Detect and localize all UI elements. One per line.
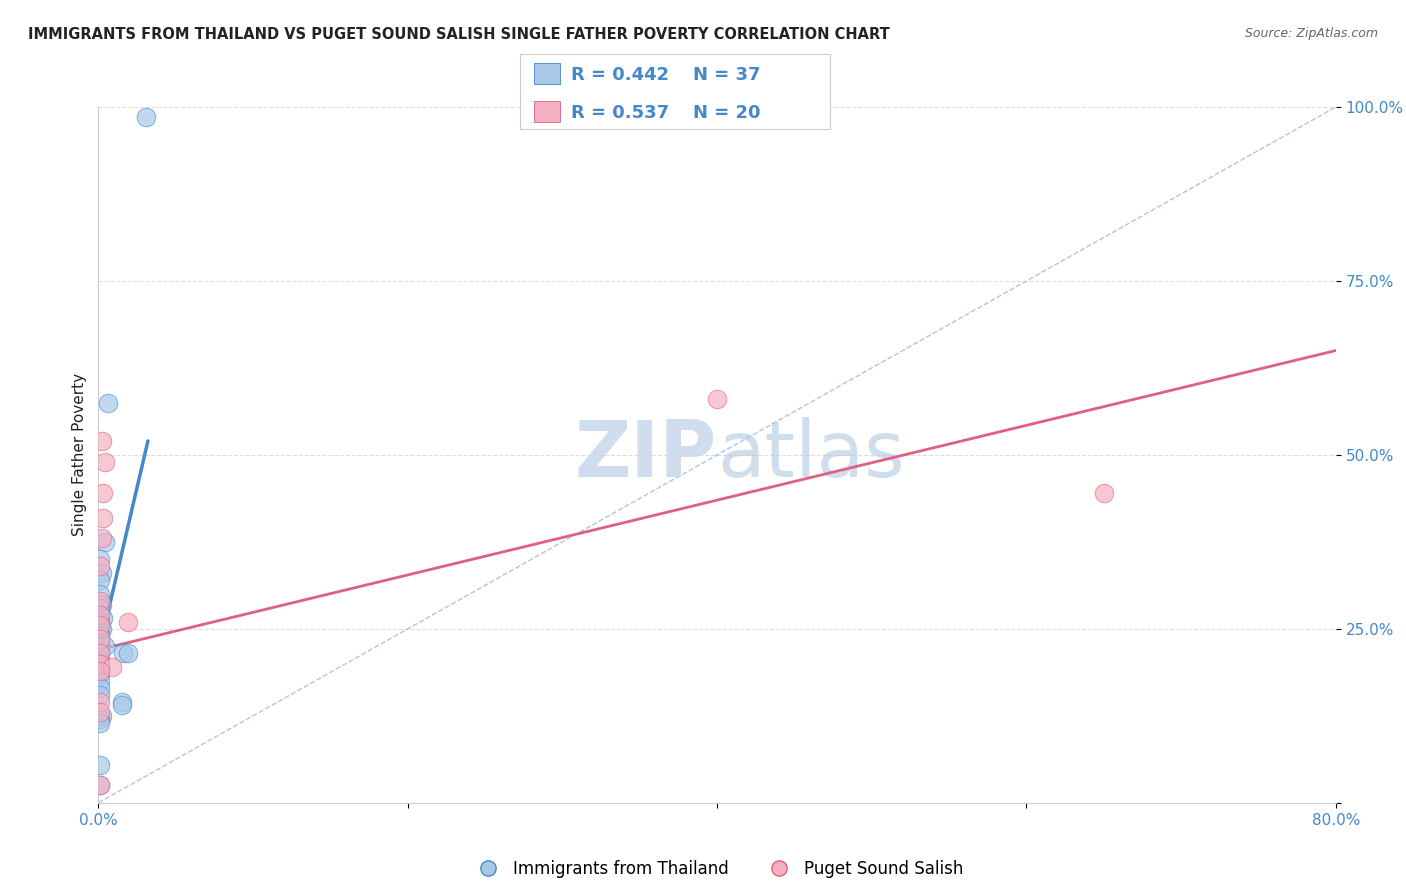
Point bbox=[89, 642, 111, 657]
Text: N = 37: N = 37 bbox=[693, 66, 761, 84]
Point bbox=[89, 594, 111, 608]
Point bbox=[89, 632, 111, 647]
Point bbox=[111, 698, 132, 713]
Point bbox=[93, 535, 115, 549]
Point bbox=[89, 607, 111, 622]
Point bbox=[89, 607, 111, 622]
Point bbox=[89, 660, 111, 674]
Point bbox=[89, 618, 111, 632]
Point bbox=[111, 695, 132, 709]
Point bbox=[89, 706, 111, 720]
Point bbox=[89, 639, 111, 653]
Point bbox=[89, 636, 111, 650]
Point bbox=[89, 667, 111, 681]
Point bbox=[89, 615, 111, 629]
Point bbox=[89, 625, 111, 640]
Point bbox=[93, 455, 115, 469]
Point bbox=[91, 510, 114, 524]
Point bbox=[90, 532, 112, 546]
Point bbox=[1092, 486, 1115, 500]
Point bbox=[89, 695, 111, 709]
Point bbox=[706, 392, 728, 407]
Point bbox=[117, 615, 139, 629]
Point bbox=[117, 646, 139, 660]
Point bbox=[89, 629, 111, 643]
Point bbox=[91, 611, 114, 625]
Point bbox=[89, 664, 111, 678]
Point bbox=[97, 396, 120, 410]
Point bbox=[93, 639, 115, 653]
Point bbox=[89, 653, 111, 667]
Point bbox=[101, 660, 124, 674]
Legend: Immigrants from Thailand, Puget Sound Salish: Immigrants from Thailand, Puget Sound Sa… bbox=[464, 854, 970, 885]
Point bbox=[89, 715, 111, 730]
Point bbox=[89, 712, 111, 726]
Point bbox=[89, 573, 111, 587]
Text: ZIP: ZIP bbox=[575, 417, 717, 493]
Point bbox=[89, 552, 111, 566]
Point bbox=[89, 646, 111, 660]
Point bbox=[89, 681, 111, 695]
Point bbox=[89, 778, 111, 792]
Point bbox=[91, 486, 114, 500]
Point bbox=[89, 757, 111, 772]
Point bbox=[89, 601, 111, 615]
Point bbox=[90, 598, 112, 612]
Text: atlas: atlas bbox=[717, 417, 904, 493]
Point bbox=[89, 664, 111, 678]
Text: Source: ZipAtlas.com: Source: ZipAtlas.com bbox=[1244, 27, 1378, 40]
Text: R = 0.442: R = 0.442 bbox=[571, 66, 669, 84]
Point bbox=[89, 688, 111, 702]
Y-axis label: Single Father Poverty: Single Father Poverty bbox=[72, 374, 87, 536]
Point bbox=[90, 708, 112, 723]
Point bbox=[90, 566, 112, 581]
Text: IMMIGRANTS FROM THAILAND VS PUGET SOUND SALISH SINGLE FATHER POVERTY CORRELATION: IMMIGRANTS FROM THAILAND VS PUGET SOUND … bbox=[28, 27, 890, 42]
Point bbox=[112, 646, 135, 660]
Point bbox=[89, 657, 111, 671]
Point bbox=[89, 587, 111, 601]
Point bbox=[135, 111, 157, 125]
Text: N = 20: N = 20 bbox=[693, 103, 761, 122]
Point bbox=[90, 434, 112, 448]
Point bbox=[89, 646, 111, 660]
Point bbox=[89, 674, 111, 689]
Point bbox=[90, 622, 112, 636]
Point bbox=[89, 657, 111, 671]
Point bbox=[89, 559, 111, 574]
Text: R = 0.537: R = 0.537 bbox=[571, 103, 669, 122]
Point bbox=[89, 778, 111, 792]
